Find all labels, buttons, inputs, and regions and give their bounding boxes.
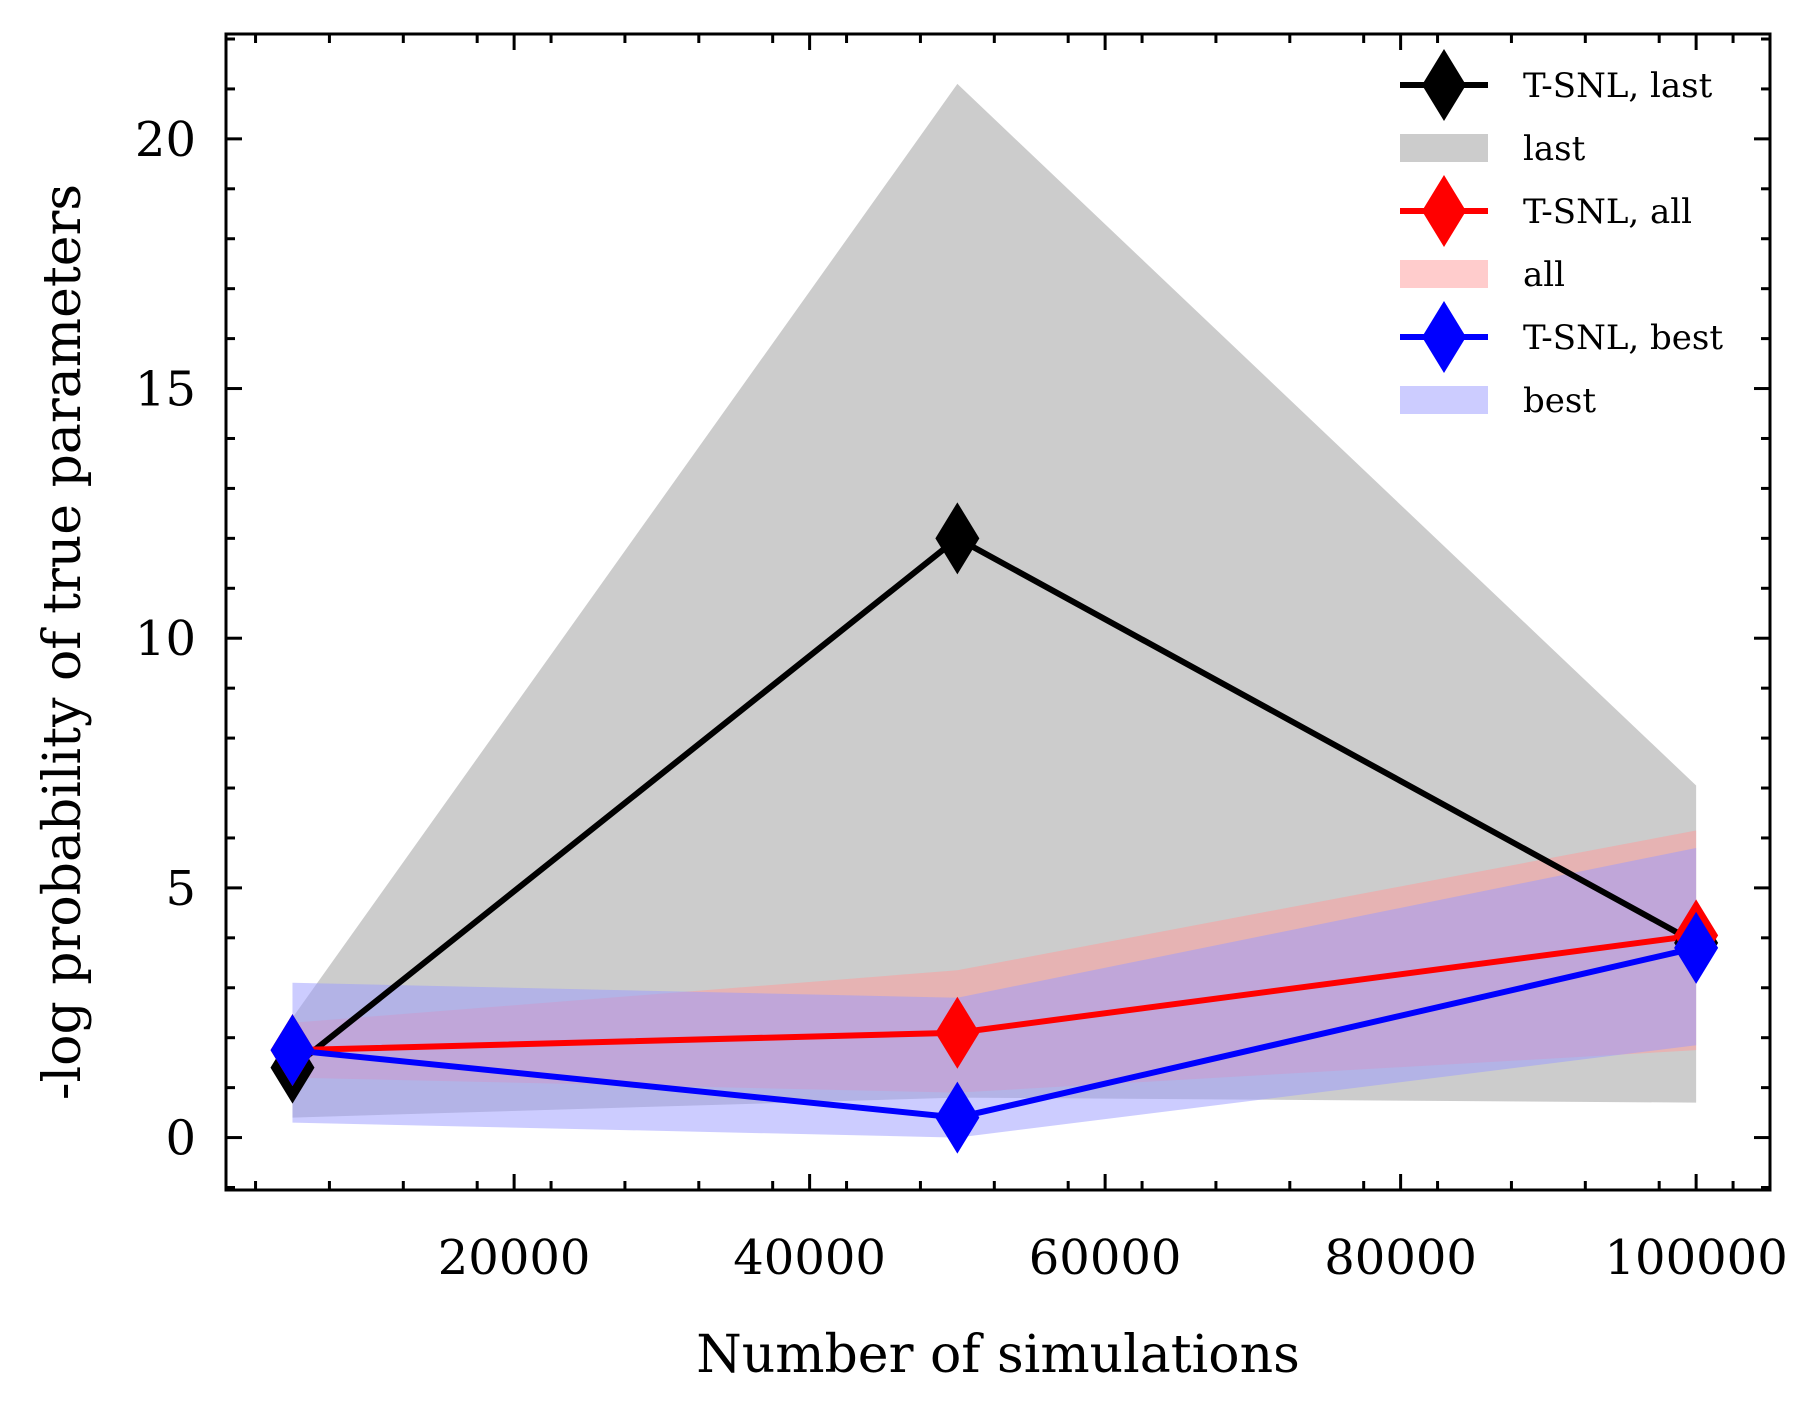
plot-frame <box>224 32 1772 1192</box>
legend-marker-t-snl-best <box>1422 301 1466 373</box>
y-tick-label: 10 <box>135 611 196 667</box>
legend-label-last: last <box>1523 129 1586 169</box>
band-last <box>292 83 1697 1118</box>
marker-t-snl-best <box>270 1014 315 1087</box>
marker-t-snl-all <box>935 996 980 1069</box>
y-tick-label: 15 <box>135 362 196 418</box>
x-tick-label: 60000 <box>1029 1230 1182 1286</box>
marker-t-snl-last <box>935 502 980 575</box>
band-best <box>292 847 1697 1138</box>
y-tick-label: 0 <box>165 1111 196 1167</box>
confidence-bands <box>292 83 1697 1138</box>
axis-tick-labels: 20000 40000 60000 80000 100000 0 5 10 15 20 <box>135 112 1788 1286</box>
legend-swatch-all <box>1400 260 1488 288</box>
series-markers <box>270 502 1719 1154</box>
legend: T-SNL, last last T-SNL, all all T-SNL, best b… <box>1400 49 1723 421</box>
x-tick-label: 40000 <box>733 1230 886 1286</box>
y-tick-label: 5 <box>165 861 196 917</box>
legend-label-t-snl-all: T-SNL, all <box>1523 192 1692 232</box>
legend-label-t-snl-best: T-SNL, best <box>1523 318 1723 358</box>
x-tick-label: 80000 <box>1324 1230 1477 1286</box>
x-tick-label: 100000 <box>1605 1230 1788 1286</box>
marker-t-snl-best <box>1674 911 1719 984</box>
legend-label-best: best <box>1523 381 1596 421</box>
legend-marker-t-snl-last <box>1422 49 1466 121</box>
x-axis-title: Number of simulations <box>696 1325 1300 1385</box>
legend-label-t-snl-last: T-SNL, last <box>1523 66 1713 106</box>
axis-ticks <box>226 34 1770 1190</box>
y-axis-title: -log probability of true parameters <box>33 184 93 1100</box>
x-tick-label: 20000 <box>438 1230 591 1286</box>
legend-swatch-best <box>1400 386 1488 414</box>
legend-marker-t-snl-all <box>1422 175 1466 247</box>
y-tick-label: 20 <box>135 112 196 168</box>
legend-label-all: all <box>1523 255 1565 295</box>
legend-swatch-last <box>1400 134 1488 162</box>
marker-t-snl-best <box>935 1081 980 1154</box>
